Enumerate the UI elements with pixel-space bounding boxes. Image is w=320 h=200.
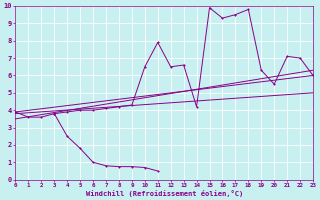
X-axis label: Windchill (Refroidissement éolien,°C): Windchill (Refroidissement éolien,°C) — [86, 190, 243, 197]
